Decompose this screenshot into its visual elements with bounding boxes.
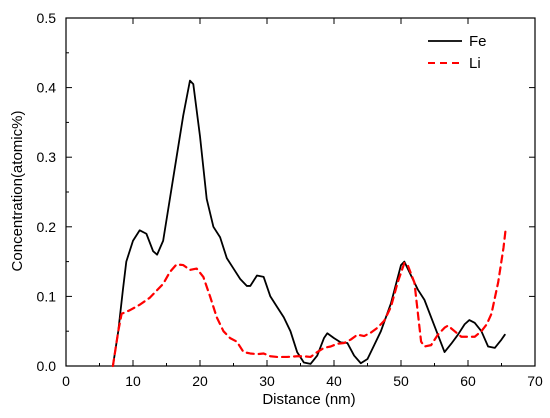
y-axis-title: Concentration(atomic%) (9, 111, 26, 272)
x-tick-label-0: 0 (62, 373, 70, 389)
x-tick-label-4: 40 (326, 373, 342, 389)
y-tick-label-3: 0.3 (37, 149, 57, 165)
legend-label-li: Li (469, 55, 481, 72)
legend: Fe Li (428, 33, 487, 72)
series-line-fe (112, 79, 506, 367)
y-tick-label-0: 0.0 (37, 358, 57, 374)
y-tick-label-1: 0.1 (37, 288, 57, 304)
x-axis-title: Distance (nm) (262, 391, 355, 408)
series-layer (111, 79, 507, 368)
y-tick-label-4: 0.4 (37, 80, 57, 96)
legend-label-fe: Fe (469, 33, 487, 50)
labels-layer: Distance (nm) Concentration(atomic%) (9, 111, 356, 408)
x-tick-label-5: 50 (393, 373, 409, 389)
ticks-layer: 0 10 20 30 40 50 60 70 0.0 0.1 0.2 0.3 0.4 0.5 (37, 10, 543, 389)
plot-border (65, 17, 536, 367)
y-tick-label-5: 0.5 (37, 10, 57, 26)
y-tick-label-2: 0.2 (37, 219, 57, 235)
plot-frame (65, 17, 536, 367)
x-tick-label-3: 30 (259, 373, 275, 389)
series-line-li (111, 229, 507, 368)
x-tick-label-7: 70 (527, 373, 543, 389)
x-tick-label-1: 10 (125, 373, 141, 389)
x-tick-label-2: 20 (192, 373, 208, 389)
x-tick-label-6: 60 (460, 373, 476, 389)
